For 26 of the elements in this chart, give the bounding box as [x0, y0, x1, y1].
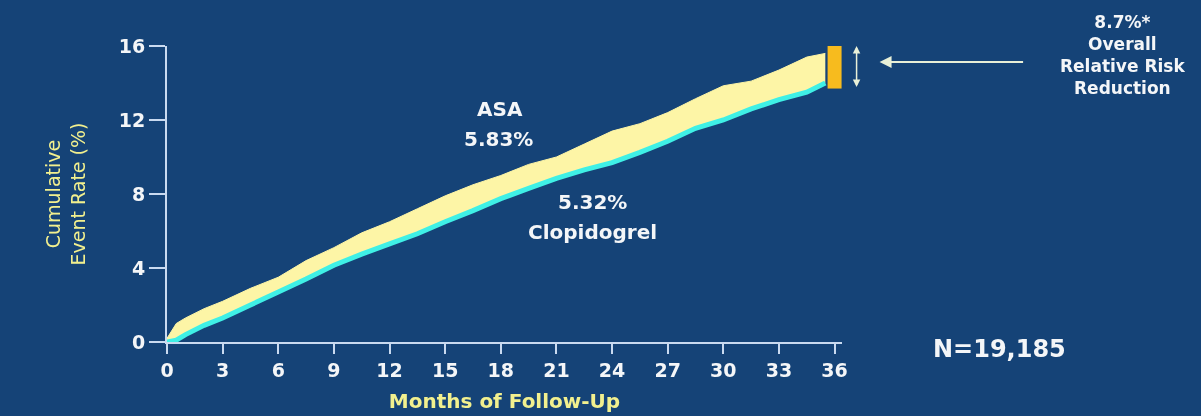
- x-tick-label: 0: [160, 358, 174, 381]
- y-tick-label: 8: [131, 182, 146, 205]
- x-tick-label: 15: [431, 358, 459, 381]
- x-tick-label: 36: [821, 358, 848, 381]
- y-axis-title: Cumulative Event Rate (%): [42, 122, 90, 266]
- annotation: 5.32%: [558, 190, 628, 214]
- x-tick-label: 27: [654, 358, 681, 381]
- text: ASA: [477, 97, 523, 121]
- y-tick-label: 16: [118, 34, 146, 57]
- x-tick-label: 24: [598, 358, 626, 381]
- text: N=19,185: [933, 335, 1066, 363]
- text: 8.7%* Overall Relative Risk Reduction: [1060, 12, 1186, 99]
- annotation: 5.83%: [464, 127, 534, 151]
- x-tick-label: 18: [487, 358, 515, 381]
- x-tick-label: 12: [376, 358, 403, 381]
- x-tick-label: 33: [765, 358, 793, 381]
- x-axis-title: Months of Follow-Up: [388, 388, 621, 413]
- series-label: Clopidogrel: [528, 220, 658, 244]
- x-tick-label: 9: [327, 358, 341, 381]
- x-tick-label: 21: [543, 358, 570, 381]
- y-tick-label: 4: [131, 256, 146, 279]
- y-tick-label: 0: [131, 330, 146, 353]
- x-tick-label: 6: [271, 358, 285, 381]
- y-tick-label: 12: [118, 108, 146, 131]
- x-tick-label: 30: [710, 358, 737, 381]
- x-tick-label: 3: [216, 358, 230, 381]
